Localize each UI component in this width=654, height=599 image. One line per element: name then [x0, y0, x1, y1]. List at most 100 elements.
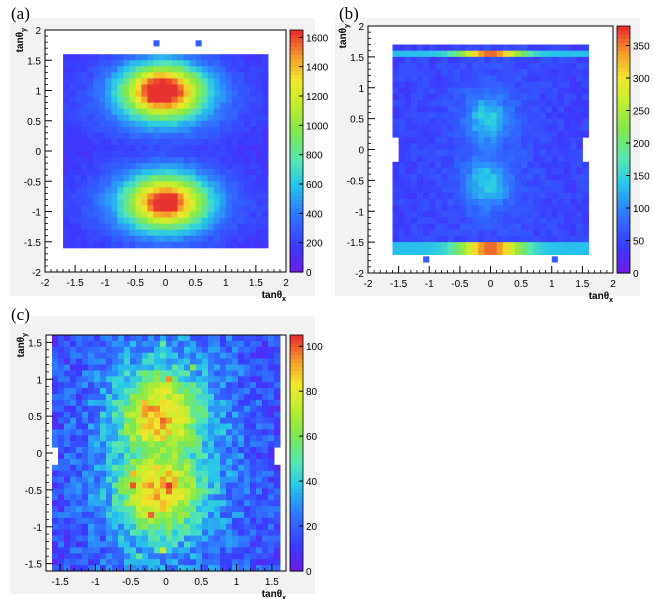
heatmap-cell: [136, 423, 143, 430]
heatmap-cell: [172, 435, 179, 442]
heatmap-cell: [502, 124, 510, 132]
heatmap-cell: [129, 241, 136, 249]
heatmap-cell: [255, 217, 263, 225]
heatmap-cell: [392, 112, 400, 120]
colorbar-segment: [617, 186, 630, 192]
heatmap-cell: [142, 517, 149, 525]
heatmap-cell: [551, 256, 558, 263]
heatmap-cell: [88, 476, 95, 483]
heatmap-cell: [69, 223, 76, 231]
colorbar-tick-label: 0: [633, 269, 639, 280]
heatmap-cell: [527, 118, 534, 126]
heatmap-cell: [398, 75, 406, 83]
x-tick-label: 1: [223, 278, 229, 289]
heatmap-cell: [219, 72, 227, 79]
heatmap-cell: [87, 169, 94, 176]
heatmap-cell: [82, 512, 89, 519]
heatmap-cell: [87, 102, 94, 110]
heatmap-cell: [435, 81, 443, 89]
heatmap-cell: [551, 186, 559, 194]
heatmap-cell: [148, 388, 155, 395]
heatmap-cell: [219, 120, 227, 128]
heatmap-cell: [100, 346, 107, 354]
heatmap-cell: [435, 130, 443, 138]
heatmap-cell: [190, 464, 197, 472]
heatmap-cell: [508, 186, 516, 194]
heatmap-cell: [261, 241, 269, 249]
heatmap-cell: [111, 157, 118, 164]
heatmap-cell: [232, 482, 239, 489]
heatmap-cell: [472, 180, 479, 188]
heatmap-cell: [100, 340, 107, 348]
heatmap-cell: [268, 346, 275, 354]
heatmap-cell: [148, 335, 155, 342]
heatmap-cell: [250, 541, 257, 548]
heatmap-cell: [214, 529, 221, 537]
heatmap-cell: [117, 175, 124, 182]
heatmap-cell: [208, 388, 215, 395]
heatmap-cell: [94, 405, 101, 413]
heatmap-cell: [225, 66, 233, 73]
heatmap-cell: [166, 476, 173, 483]
heatmap-cell: [533, 130, 541, 138]
heatmap-cell: [268, 376, 275, 383]
heatmap-cell: [118, 340, 125, 348]
heatmap-cell: [160, 382, 167, 389]
heatmap-cell: [237, 78, 245, 85]
heatmap-cell: [142, 476, 149, 483]
heatmap-cell: [207, 193, 215, 200]
heatmap-cell: [435, 242, 443, 249]
heatmap-cell: [435, 75, 443, 83]
heatmap-cell: [410, 106, 418, 113]
heatmap-cell: [478, 161, 485, 169]
heatmap-cell: [207, 108, 215, 116]
heatmap-cell: [207, 126, 215, 134]
heatmap-cell: [533, 235, 541, 243]
heatmap-cell: [148, 417, 155, 424]
heatmap-cell: [123, 241, 130, 249]
heatmap-cell: [232, 547, 239, 554]
heatmap-cell: [183, 169, 191, 176]
colorbar-segment: [290, 167, 303, 172]
heatmap-cell: [256, 441, 263, 448]
colorbar-segment: [290, 338, 303, 344]
heatmap-cell: [261, 54, 269, 61]
heatmap-cell: [459, 124, 467, 132]
heatmap-cell: [52, 346, 59, 354]
heatmap-cell: [274, 382, 281, 389]
heatmap-cell: [262, 453, 269, 460]
heatmap-cell: [58, 565, 65, 572]
heatmap-cell: [213, 96, 221, 104]
heatmap-cell: [52, 529, 59, 537]
heatmap-cell: [82, 441, 89, 448]
heatmap-cell: [226, 482, 233, 489]
heatmap-cell: [453, 174, 461, 181]
heatmap-cell: [196, 441, 203, 448]
heatmap-cell: [459, 168, 467, 175]
heatmap-cell: [268, 494, 275, 501]
heatmap-cell: [256, 352, 263, 360]
heatmap-cell: [172, 482, 179, 489]
heatmap-cell: [268, 441, 275, 448]
heatmap-cell: [453, 149, 461, 157]
colorbar-segment: [290, 397, 303, 403]
heatmap-cell: [545, 174, 553, 181]
heatmap-cell: [123, 169, 130, 176]
heatmap-cell: [159, 193, 167, 200]
colorbar-segment: [290, 106, 303, 112]
colorbar-segment: [617, 207, 630, 212]
heatmap-cell: [178, 488, 185, 495]
heatmap-cell: [129, 193, 136, 200]
heatmap-cell: [214, 411, 221, 419]
heatmap-cell: [76, 482, 83, 489]
heatmap-cell: [106, 553, 113, 560]
heatmap-cell: [466, 248, 473, 255]
colorbar-segment: [290, 118, 303, 124]
heatmap-cell: [189, 157, 197, 164]
heatmap-cell: [232, 411, 239, 419]
colorbar-segment: [290, 401, 303, 407]
heatmap-cell: [429, 161, 436, 169]
heatmap-cell: [172, 464, 179, 472]
x-tick-label: -1: [91, 577, 100, 588]
heatmap-cell: [135, 193, 142, 200]
